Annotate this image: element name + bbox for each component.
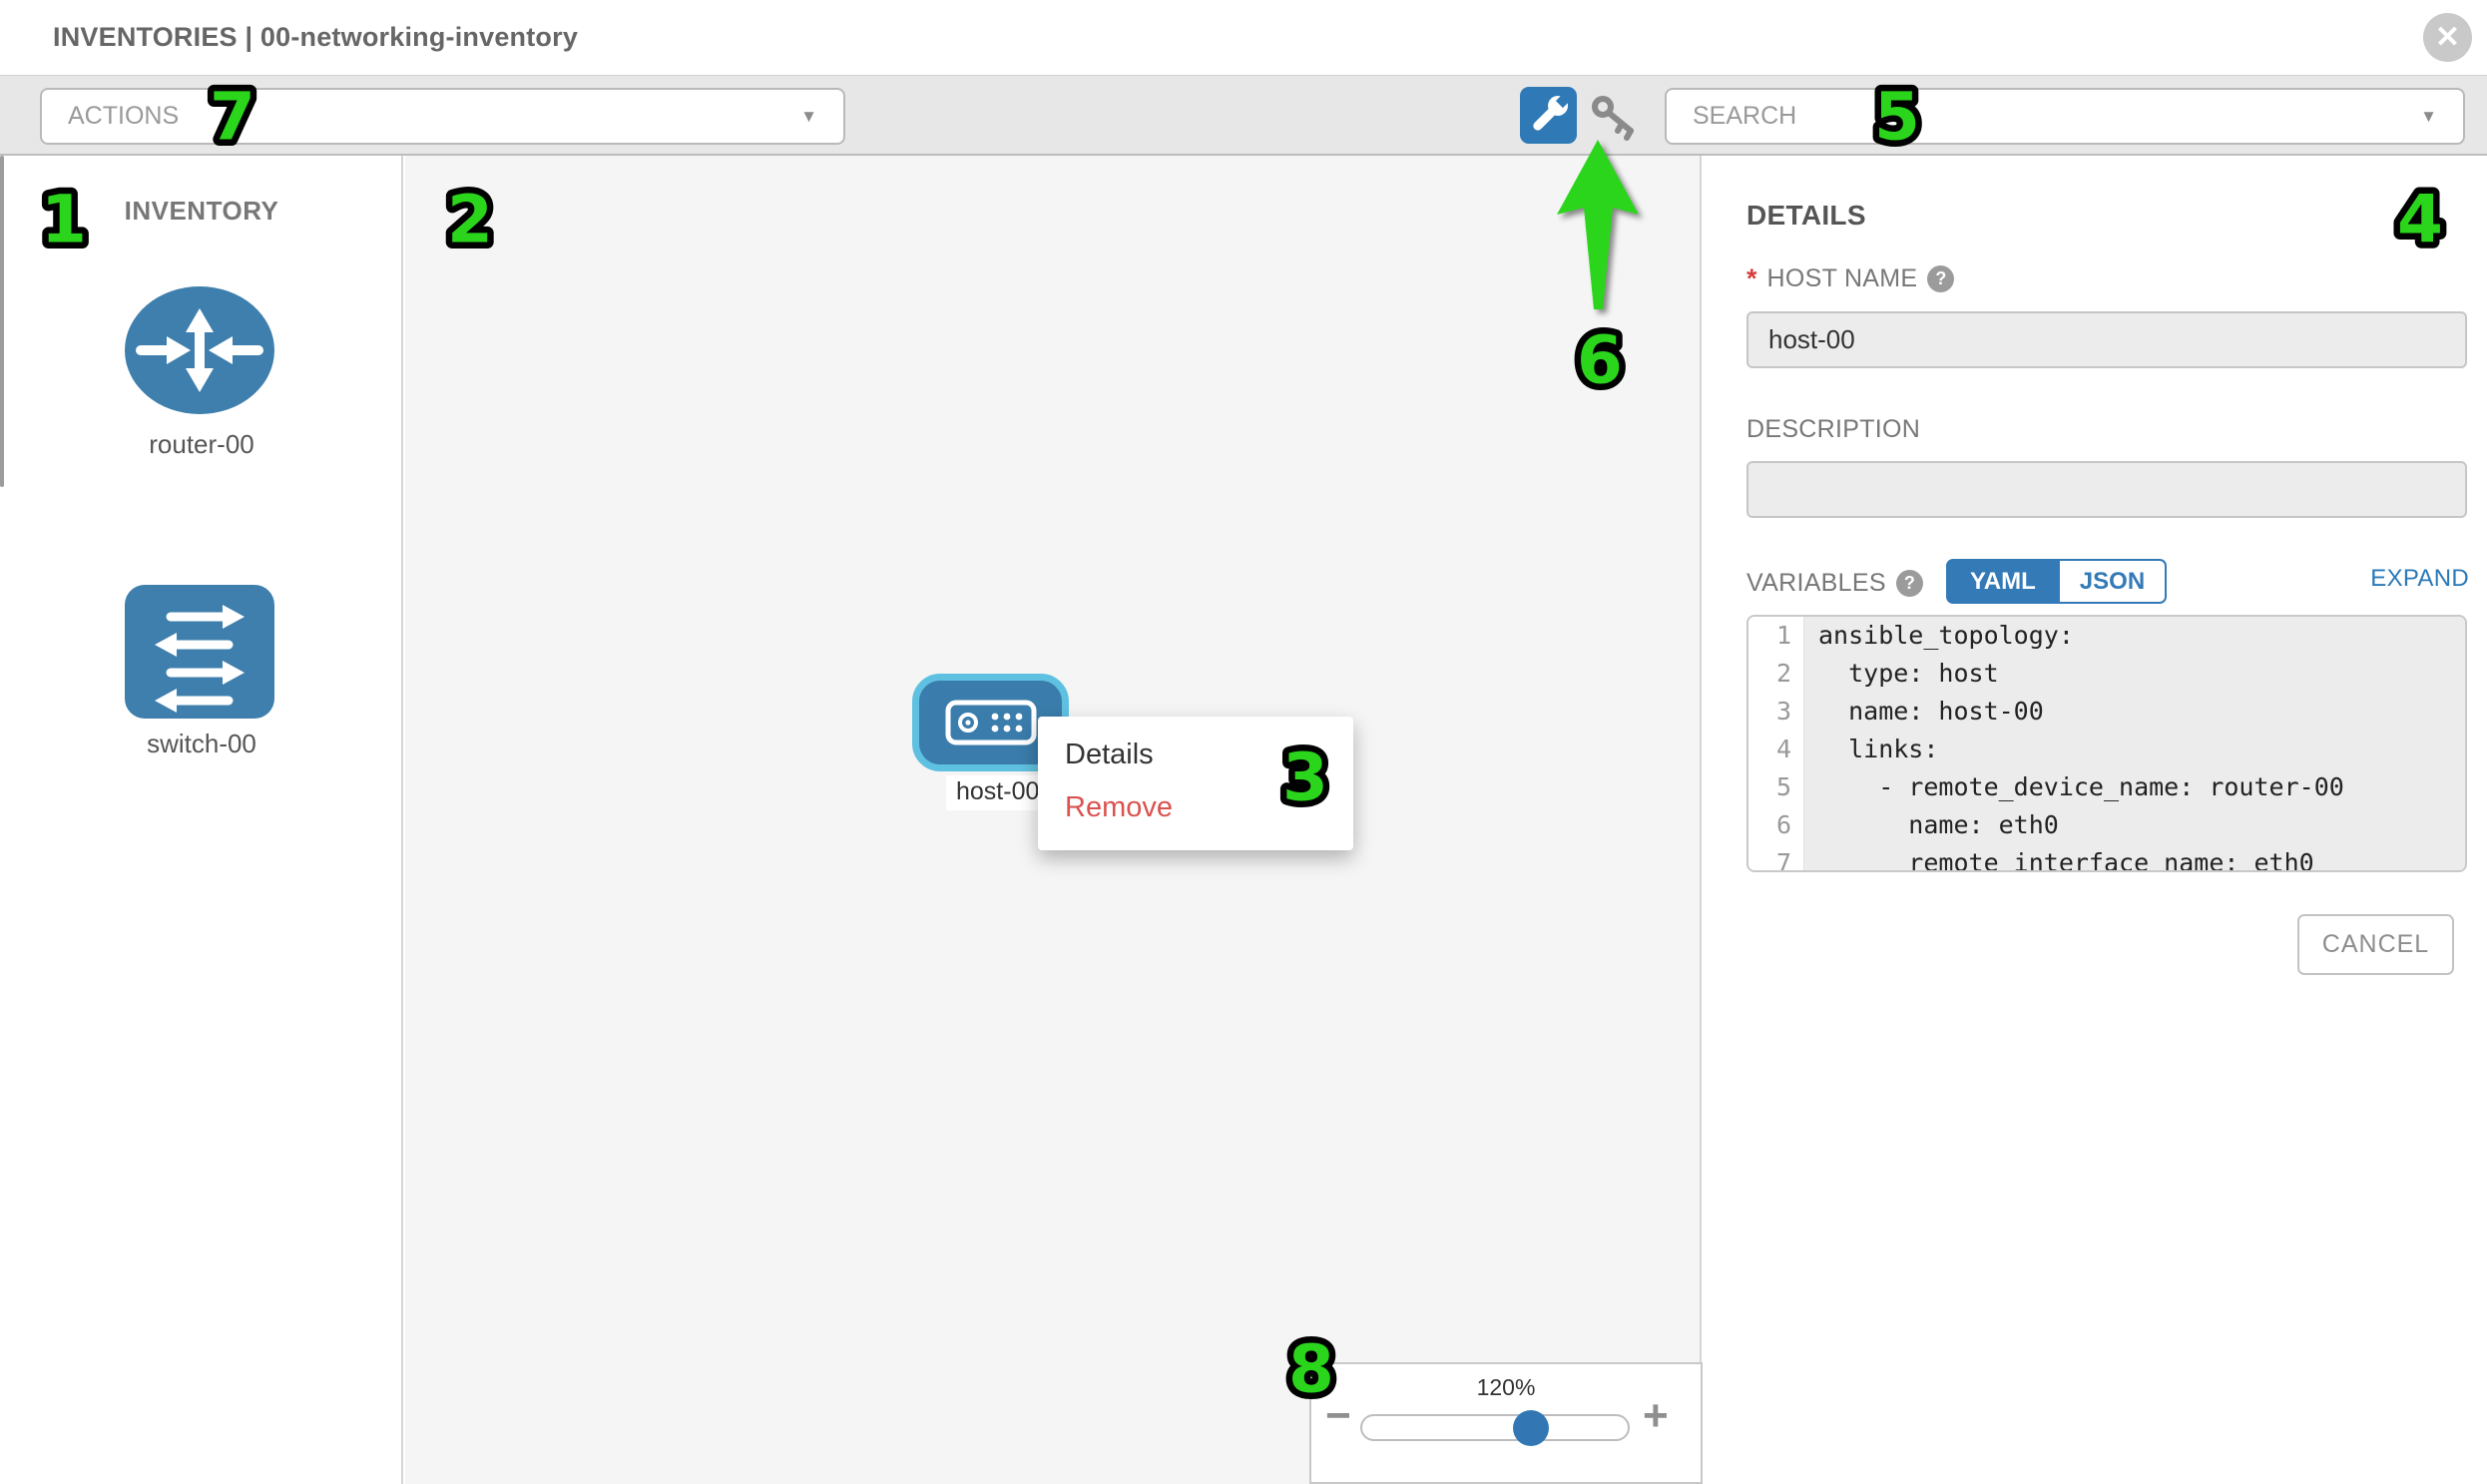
configure-tool-button[interactable]: [1520, 87, 1577, 144]
line-number: 7: [1748, 844, 1804, 870]
line-text: remote_interface_name: eth0: [1804, 844, 2465, 870]
toggle-yaml-button[interactable]: YAML: [1946, 559, 2060, 604]
details-panel-title: DETAILS: [1746, 200, 1866, 231]
cancel-button[interactable]: CANCEL: [2297, 914, 2454, 975]
page-title: INVENTORIES | 00-networking-inventory: [53, 22, 579, 52]
key-credential-button[interactable]: [1589, 94, 1641, 142]
host-icon: [945, 700, 1036, 745]
wrench-icon: [1533, 93, 1571, 131]
description-label: DESCRIPTION: [1746, 415, 1921, 443]
line-text: - remote_device_name: router-00: [1804, 768, 2465, 806]
line-text: name: eth0: [1804, 806, 2465, 844]
sidebar-item-router-label: router-00: [149, 429, 254, 459]
sidebar-title: INVENTORY: [124, 196, 279, 226]
expand-link[interactable]: EXPAND: [2370, 565, 2469, 592]
key-icon: [1592, 96, 1634, 141]
description-input[interactable]: [1746, 461, 2467, 518]
help-icon[interactable]: ?: [1895, 570, 1923, 597]
header-bar: INVENTORIES | 00-networking-inventory ✕: [0, 0, 2487, 75]
menu-item-remove[interactable]: Remove: [1065, 791, 1173, 823]
close-icon[interactable]: ✕: [2423, 13, 2472, 62]
description-label-row: DESCRIPTION: [1746, 415, 1920, 444]
line-number: 5: [1748, 768, 1804, 806]
code-line: 1 ansible_topology:: [1748, 617, 2465, 655]
router-icon: [125, 286, 274, 414]
help-icon[interactable]: ?: [1927, 265, 1955, 292]
required-asterisk: *: [1746, 263, 1757, 293]
zoom-slider-track[interactable]: [1360, 1414, 1630, 1441]
zoom-in-button[interactable]: +: [1643, 1391, 1669, 1440]
sidebar-scrollbar[interactable]: [0, 156, 4, 487]
line-text: type: host: [1804, 655, 2465, 693]
host-name-label-row: * HOST NAME ?: [1746, 263, 1955, 294]
code-line: 4 links:: [1748, 731, 2465, 768]
toggle-json-button[interactable]: JSON: [2059, 559, 2168, 604]
node-context-menu: Details Remove: [1038, 717, 1353, 850]
line-text: ansible_topology:: [1804, 617, 2465, 655]
chevron-down-icon: ▼: [2420, 106, 2437, 126]
sidebar-item-router[interactable]: [125, 286, 274, 414]
help-glyph: ?: [1935, 268, 1947, 288]
switch-icon: [125, 585, 274, 719]
variables-label: VARIABLES: [1746, 569, 1886, 597]
code-line: 7 remote_interface_name: eth0: [1748, 844, 2465, 870]
line-number: 3: [1748, 693, 1804, 731]
search-dropdown-label: SEARCH: [1693, 102, 1797, 130]
help-glyph: ?: [1903, 573, 1915, 593]
zoom-slider-knob[interactable]: [1513, 1410, 1549, 1446]
variables-format-toggle: YAML JSON: [1946, 559, 2168, 604]
host-name-label: HOST NAME: [1766, 264, 1918, 292]
code-line: 5 - remote_device_name: router-00: [1748, 768, 2465, 806]
line-text: name: host-00: [1804, 693, 2465, 731]
zoom-out-button[interactable]: −: [1325, 1391, 1351, 1440]
code-line: 2 type: host: [1748, 655, 2465, 693]
line-number: 6: [1748, 806, 1804, 844]
host-name-input[interactable]: [1746, 311, 2467, 368]
line-number: 1: [1748, 617, 1804, 655]
actions-dropdown[interactable]: ACTIONS ▼: [40, 88, 845, 145]
line-number: 4: [1748, 731, 1804, 768]
variables-code-editor[interactable]: 1 ansible_topology: 2 type: host 3 name:…: [1746, 615, 2467, 872]
variables-label-row: VARIABLES ?: [1746, 569, 1923, 598]
line-text: links:: [1804, 731, 2465, 768]
code-line: 3 name: host-00: [1748, 693, 2465, 731]
zoom-control: 120% − +: [1309, 1362, 1703, 1484]
zoom-level-value: 120%: [1476, 1374, 1536, 1400]
close-glyph: ✕: [2434, 21, 2461, 54]
chevron-down-icon: ▼: [800, 106, 817, 126]
sidebar-item-switch[interactable]: [125, 585, 274, 719]
sidebar-item-switch-label: switch-00: [147, 729, 256, 758]
line-number: 2: [1748, 655, 1804, 693]
host-node-label: host-00: [946, 775, 1050, 810]
search-dropdown[interactable]: SEARCH ▼: [1665, 88, 2465, 145]
menu-item-details[interactable]: Details: [1065, 739, 1154, 770]
code-line: 6 name: eth0: [1748, 806, 2465, 844]
actions-dropdown-label: ACTIONS: [68, 102, 180, 130]
